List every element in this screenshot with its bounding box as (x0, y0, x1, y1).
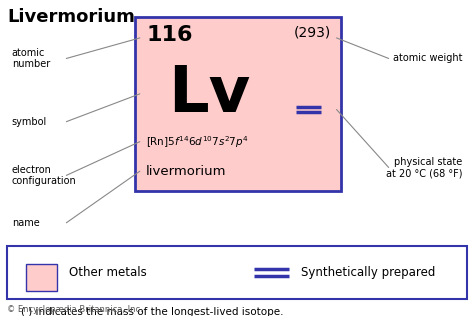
Text: atomic
number: atomic number (12, 48, 50, 69)
Text: 116: 116 (147, 25, 193, 45)
Text: Livermorium: Livermorium (7, 8, 135, 26)
Text: symbol: symbol (12, 117, 47, 127)
Bar (135, 17, 341, 191)
Text: © Encyclopædia Britannica, Inc.: © Encyclopædia Britannica, Inc. (7, 306, 143, 314)
Text: Lv: Lv (168, 63, 250, 125)
Text: Synthetically prepared: Synthetically prepared (301, 266, 435, 279)
Text: name: name (12, 218, 40, 228)
Text: Other metals: Other metals (69, 266, 146, 279)
Text: electron
configuration: electron configuration (12, 165, 77, 186)
Text: livermorium: livermorium (146, 165, 226, 178)
Bar (26, 264, 57, 291)
Text: ( ) indicates the mass of the longest-lived isotope.: ( ) indicates the mass of the longest-li… (21, 307, 284, 316)
Text: (293): (293) (293, 25, 331, 39)
Text: $\mathrm{[Rn]5}f^{14}6d^{10}7s^{2}7p^{4}$: $\mathrm{[Rn]5}f^{14}6d^{10}7s^{2}7p^{4}… (146, 134, 248, 149)
Text: atomic weight: atomic weight (392, 53, 462, 64)
Bar (7, 246, 467, 299)
Text: physical state
at 20 °C (68 °F): physical state at 20 °C (68 °F) (386, 157, 462, 178)
